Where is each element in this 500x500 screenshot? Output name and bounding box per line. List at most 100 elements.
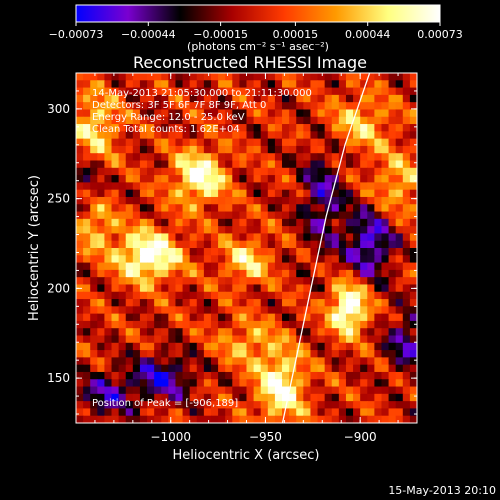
heatmap-cell — [345, 182, 354, 191]
heatmap-cell — [203, 320, 212, 329]
heatmap-cell — [409, 145, 417, 154]
heatmap-cell — [296, 350, 304, 358]
heatmap-cell — [303, 131, 312, 140]
heatmap-cell — [147, 342, 155, 351]
heatmap-cell — [147, 138, 155, 147]
heatmap-cell — [310, 306, 319, 315]
heatmap-cell — [260, 401, 269, 410]
heatmap-cell — [303, 415, 312, 423]
heatmap-cell — [182, 233, 191, 242]
heatmap-cell — [232, 320, 240, 329]
heatmap-cell — [168, 350, 177, 358]
heatmap-cell — [147, 248, 155, 256]
heatmap-cell — [232, 226, 240, 235]
heatmap-cell — [203, 153, 212, 162]
heatmap-cell — [338, 204, 347, 213]
heatmap-cell — [225, 379, 233, 388]
heatmap-cell — [97, 386, 106, 395]
heatmap-cell — [104, 335, 113, 344]
heatmap-cell — [111, 379, 120, 388]
peak-position-label: Position of Peak = [-906,189] — [92, 398, 238, 409]
heatmap-cell — [282, 167, 290, 176]
heatmap-cell — [274, 102, 283, 111]
heatmap-cell — [338, 299, 347, 307]
heatmap-cell — [360, 408, 368, 417]
heatmap-cell — [76, 350, 84, 358]
heatmap-cell — [310, 87, 319, 96]
heatmap-cell — [104, 277, 113, 286]
heatmap-cell — [104, 102, 113, 111]
heatmap-cell — [402, 364, 411, 373]
heatmap-cell — [76, 73, 84, 81]
heatmap-cell — [360, 167, 368, 176]
heatmap-cell — [395, 393, 404, 402]
heatmap-cell — [218, 313, 226, 322]
heatmap-cell — [125, 211, 134, 220]
heatmap-cell — [246, 138, 255, 147]
heatmap-cell — [76, 357, 84, 366]
heatmap-cell — [324, 145, 333, 154]
heatmap-cell — [381, 299, 390, 307]
heatmap-cell — [125, 116, 134, 125]
heatmap-cell — [225, 299, 233, 307]
heatmap-cell — [345, 87, 354, 96]
heatmap-cell — [218, 277, 226, 286]
heatmap-cell — [395, 401, 404, 410]
heatmap-cell — [260, 124, 269, 132]
heatmap-cell — [76, 182, 84, 191]
heatmap-cell — [402, 248, 411, 256]
heatmap-cell — [388, 284, 397, 293]
heatmap-cell — [210, 138, 219, 147]
heatmap-cell — [232, 415, 240, 423]
heatmap-cell — [90, 415, 98, 423]
heatmap-cell — [388, 313, 397, 322]
heatmap-cell — [161, 167, 169, 176]
heatmap-cell — [225, 350, 233, 358]
heatmap-cell — [83, 277, 91, 286]
heatmap-cell — [154, 167, 162, 176]
heatmap-cell — [395, 226, 404, 235]
heatmap-cell — [388, 269, 397, 278]
heatmap-cell — [317, 175, 326, 183]
heatmap-cell — [76, 379, 84, 388]
heatmap-cell — [338, 175, 347, 183]
heatmap-cell — [296, 145, 304, 154]
heatmap-cell — [225, 116, 233, 125]
heatmap-cell — [324, 328, 333, 337]
heatmap-cell — [367, 87, 375, 96]
heatmap-cell — [374, 313, 383, 322]
heatmap-cell — [232, 284, 240, 293]
heatmap-cell — [239, 269, 248, 278]
heatmap-cell — [111, 342, 120, 351]
heatmap-cell — [132, 102, 141, 111]
heatmap-cell — [360, 248, 368, 256]
heatmap-cell — [175, 371, 184, 380]
heatmap-cell — [147, 313, 155, 322]
heatmap-cell — [175, 357, 184, 366]
heatmap-cell — [353, 350, 361, 358]
heatmap-cell — [282, 124, 290, 132]
heatmap-cell — [388, 204, 397, 213]
heatmap-cell — [282, 73, 290, 81]
heatmap-cell — [97, 291, 106, 300]
heatmap-cell — [267, 364, 276, 373]
heatmap-cell — [118, 204, 127, 213]
heatmap-cell — [175, 80, 184, 89]
heatmap-cell — [267, 291, 276, 300]
heatmap-cell — [147, 401, 155, 410]
heatmap-cell — [345, 408, 354, 417]
heatmap-cell — [310, 226, 319, 235]
heatmap-cell — [388, 277, 397, 286]
heatmap-cell — [409, 313, 417, 322]
heatmap-cell — [253, 379, 262, 388]
heatmap-cell — [303, 218, 312, 227]
heatmap-cell — [260, 350, 269, 358]
heatmap-cell — [76, 248, 84, 256]
heatmap-cell — [289, 102, 297, 111]
heatmap-cell — [218, 218, 226, 227]
heatmap-cell — [154, 357, 162, 366]
heatmap-cell — [125, 320, 134, 329]
heatmap-cell — [104, 94, 113, 103]
heatmap-cell — [154, 313, 162, 322]
heatmap-cell — [139, 80, 148, 89]
